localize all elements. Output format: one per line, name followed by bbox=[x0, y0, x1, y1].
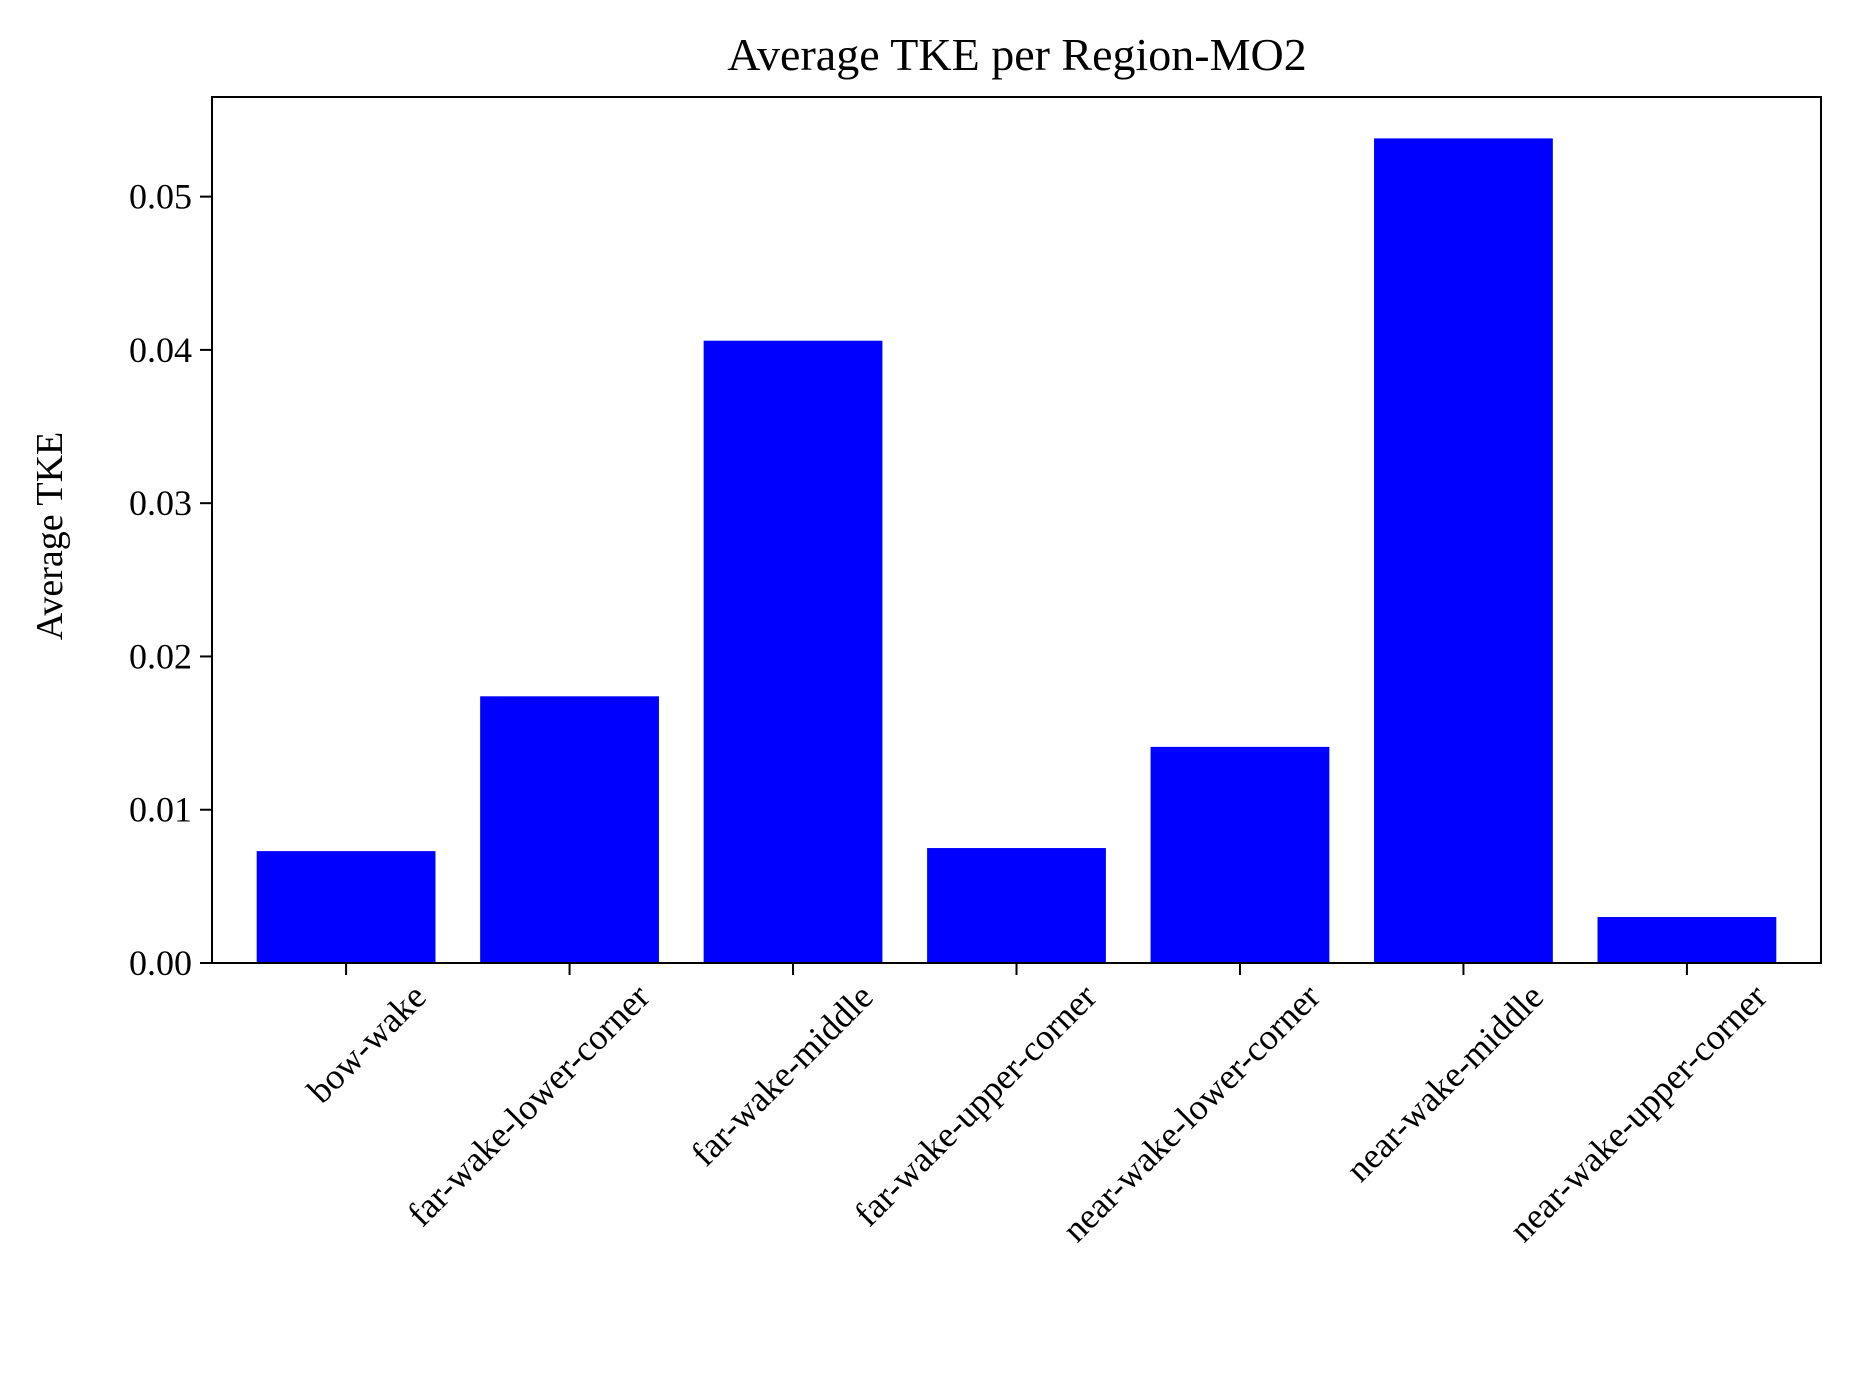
x-tick-label: near-wake-middle bbox=[1338, 976, 1551, 1189]
chart-title: Average TKE per Region-MO2 bbox=[727, 29, 1307, 80]
x-tick-label: near-wake-lower-corner bbox=[1054, 976, 1327, 1249]
y-tick-label: 0.05 bbox=[129, 177, 192, 217]
x-tick-label: far-wake-lower-corner bbox=[400, 976, 658, 1234]
y-axis-ticks: 0.00 0.01 0.02 0.03 0.04 0.05 bbox=[129, 177, 212, 983]
y-tick-label: 0.01 bbox=[129, 790, 192, 830]
bar-near-wake-upper-corner bbox=[1597, 917, 1777, 963]
x-tick-label: bow-wake bbox=[299, 976, 433, 1110]
bar-near-wake-lower-corner bbox=[1150, 746, 1330, 963]
bars-group bbox=[256, 138, 1777, 964]
x-tick-label: far-wake-upper-corner bbox=[847, 976, 1105, 1234]
y-tick-label: 0.02 bbox=[129, 636, 192, 676]
bar-bow-wake bbox=[256, 851, 436, 963]
y-tick-label: 0.03 bbox=[129, 483, 192, 523]
plot-area-frame bbox=[211, 96, 1822, 964]
bar-far-wake-lower-corner bbox=[480, 696, 659, 963]
y-tick-label: 0.00 bbox=[129, 943, 192, 983]
y-tick-label: 0.04 bbox=[129, 330, 192, 370]
bar-far-wake-upper-corner bbox=[927, 848, 1106, 963]
x-tick-label: near-wake-upper-corner bbox=[1501, 976, 1774, 1249]
bar-near-wake-middle bbox=[1374, 138, 1553, 964]
x-tick-label: far-wake-middle bbox=[683, 976, 880, 1173]
y-axis-label: Average TKE bbox=[29, 432, 71, 641]
bar-far-wake-middle bbox=[703, 340, 883, 964]
